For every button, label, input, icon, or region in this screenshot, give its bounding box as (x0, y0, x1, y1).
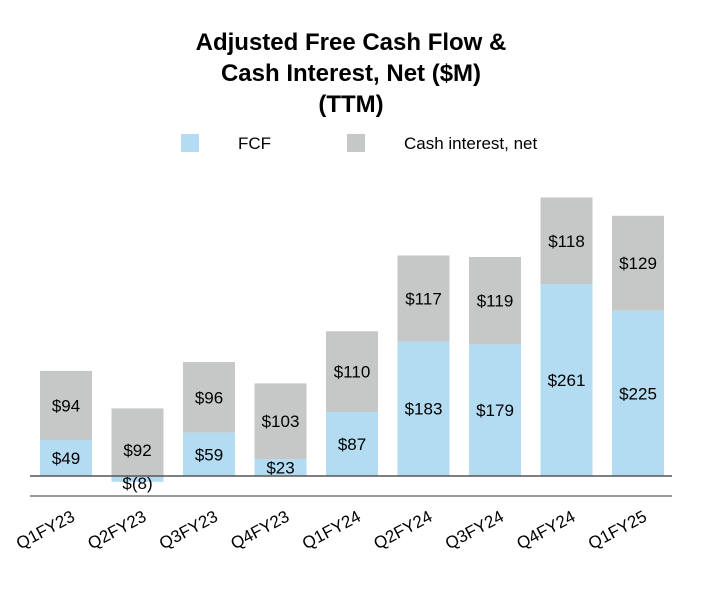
label-fcf-q1fy24: $87 (338, 435, 366, 454)
tick-label-q3fy23: Q3FY23 (156, 507, 221, 553)
bar-fcf-q3fy24 (469, 344, 521, 476)
bar-cash-interest-q3fy24 (469, 256, 521, 345)
chart-title-line-2: Cash Interest, Net ($M) (221, 60, 481, 87)
bar-cash-interest-q1fy23 (40, 370, 92, 440)
legend: FCF Cash interest, net (181, 134, 538, 153)
bar-cash-interest-q2fy24 (397, 255, 450, 342)
label-fcf-q2fy23: $(8) (122, 474, 152, 493)
tick-label-q1fy25: Q1FY25 (585, 507, 650, 553)
label-cash-interest-q2fy24: $117 (405, 289, 442, 308)
bar-fcf-q4fy23 (254, 459, 307, 476)
bar-fcf-q4fy24 (540, 284, 593, 476)
label-fcf-q4fy23: $23 (266, 459, 294, 478)
bar-cash-interest-q1fy24 (326, 331, 378, 413)
label-cash-interest-q1fy23: $94 (52, 396, 80, 415)
label-cash-interest-q3fy23: $96 (195, 388, 223, 407)
label-fcf-q1fy25: $225 (619, 384, 657, 403)
label-cash-interest-q1fy24: $110 (334, 363, 371, 382)
chart-title-line-1: Adjusted Free Cash Flow & (196, 29, 507, 56)
label-fcf-q2fy24: $183 (405, 400, 443, 419)
chart-title: Adjusted Free Cash Flow & Cash Interest,… (196, 29, 507, 118)
tick-label-q4fy24: Q4FY24 (514, 507, 579, 553)
label-cash-interest-q3fy24: $119 (477, 292, 514, 311)
legend-label-cash-interest: Cash interest, net (404, 134, 538, 153)
label-cash-interest-q4fy24: $118 (548, 232, 585, 251)
bar-cash-interest-q1fy25 (612, 215, 664, 311)
bar-fcf-q1fy24 (326, 412, 378, 476)
tick-label-q4fy23: Q4FY23 (228, 507, 293, 553)
legend-swatch-cash-interest (347, 134, 365, 152)
label-cash-interest-q2fy23: $92 (123, 441, 151, 460)
label-cash-interest-q1fy25: $129 (619, 254, 657, 273)
label-fcf-q3fy24: $179 (476, 401, 514, 420)
label-fcf-q4fy24: $261 (548, 371, 586, 390)
bar-fcf-q2fy23 (111, 476, 164, 482)
tick-label-q2fy23: Q2FY23 (85, 507, 150, 553)
bar-cash-interest-q4fy23 (254, 383, 307, 460)
tick-label-q3fy24: Q3FY24 (442, 507, 507, 553)
bar-fcf-q3fy23 (183, 432, 235, 476)
bar-fcf-q2fy24 (397, 341, 450, 476)
bars (40, 197, 664, 482)
bar-cash-interest-q2fy23 (111, 408, 164, 476)
bar-cash-interest-q3fy23 (183, 362, 235, 433)
bar-fcf-q1fy25 (612, 310, 664, 476)
data-labels: $49 $94 $(8) $92 $59 $96 $23 $103 $87 $110 $183 $11… (52, 232, 657, 493)
label-fcf-q1fy23: $49 (52, 449, 80, 468)
tick-label-q1fy24: Q1FY24 (299, 507, 364, 553)
legend-swatch-fcf (181, 134, 199, 152)
label-cash-interest-q4fy23: $103 (262, 412, 300, 431)
legend-label-fcf: FCF (238, 134, 271, 153)
category-tick-labels: Q1FY23 Q2FY23 Q3FY23 Q4FY23 Q1FY24 Q2FY24 Q3FY… (13, 507, 650, 553)
bar-cash-interest-q4fy24 (540, 197, 593, 285)
bar-fcf-q1fy23 (40, 439, 92, 476)
chart-title-line-3: (TTM) (318, 91, 383, 118)
tick-label-q1fy23: Q1FY23 (13, 507, 78, 553)
tick-label-q2fy24: Q2FY24 (371, 507, 436, 553)
label-fcf-q3fy23: $59 (195, 445, 223, 464)
